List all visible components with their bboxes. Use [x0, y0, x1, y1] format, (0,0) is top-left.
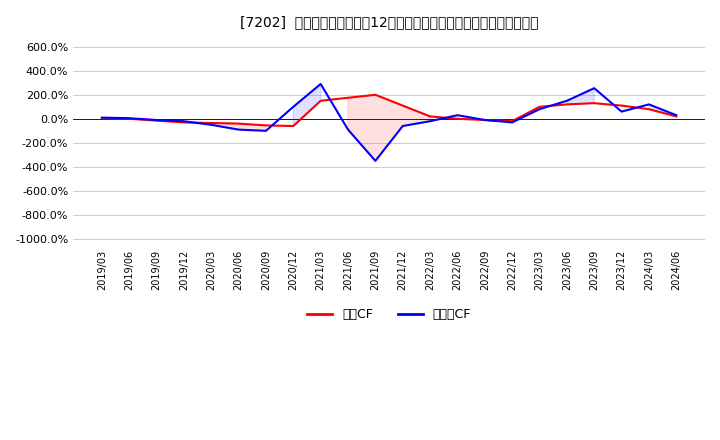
フリーCF	[261, 128, 270, 133]
営業CF	[343, 95, 352, 100]
営業CF	[152, 118, 161, 123]
フリーCF	[617, 109, 626, 114]
営業CF	[453, 116, 462, 121]
営業CF	[97, 116, 106, 121]
フリーCF	[644, 102, 653, 107]
フリーCF	[398, 123, 407, 128]
営業CF	[371, 92, 379, 97]
営業CF	[289, 123, 297, 128]
営業CF	[535, 104, 544, 110]
営業CF	[207, 121, 215, 126]
営業CF	[590, 101, 598, 106]
フリーCF	[480, 117, 489, 123]
フリーCF	[590, 85, 598, 91]
フリーCF	[426, 118, 434, 124]
フリーCF	[535, 106, 544, 112]
フリーCF	[316, 81, 325, 87]
フリーCF	[453, 113, 462, 118]
営業CF	[480, 117, 489, 123]
フリーCF	[97, 115, 106, 120]
営業CF	[261, 123, 270, 128]
営業CF	[562, 102, 571, 107]
営業CF	[617, 103, 626, 108]
営業CF	[426, 114, 434, 119]
営業CF	[398, 103, 407, 108]
フリーCF	[343, 127, 352, 132]
フリーCF	[508, 120, 516, 125]
Line: 営業CF: 営業CF	[102, 95, 676, 126]
フリーCF	[289, 104, 297, 110]
フリーCF	[371, 158, 379, 164]
Line: フリーCF: フリーCF	[102, 84, 676, 161]
営業CF	[125, 116, 133, 121]
営業CF	[179, 120, 188, 125]
営業CF	[234, 121, 243, 126]
Title: [7202]  キャッシュフローの12か月移動合計の対前年同期増減率の推移: [7202] キャッシュフローの12か月移動合計の対前年同期増減率の推移	[240, 15, 539, 29]
フリーCF	[179, 118, 188, 124]
Legend: 営業CF, フリーCF: 営業CF, フリーCF	[302, 303, 476, 326]
フリーCF	[125, 116, 133, 121]
フリーCF	[152, 117, 161, 123]
営業CF	[316, 98, 325, 103]
営業CF	[508, 118, 516, 124]
フリーCF	[234, 127, 243, 132]
フリーCF	[672, 113, 680, 118]
営業CF	[672, 114, 680, 119]
営業CF	[644, 106, 653, 112]
フリーCF	[562, 98, 571, 103]
フリーCF	[207, 122, 215, 128]
